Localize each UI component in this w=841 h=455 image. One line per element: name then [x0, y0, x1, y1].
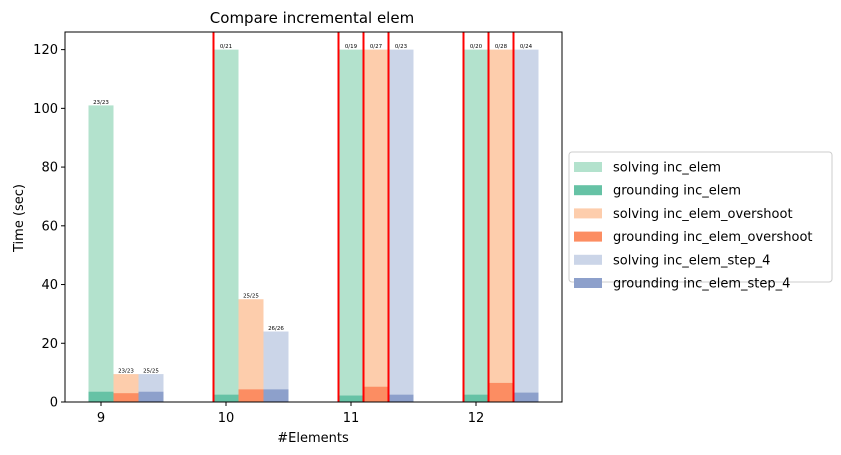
- y-tick-label: 40: [41, 278, 58, 293]
- bar-annotation: 0/21: [220, 44, 232, 50]
- bar-annotation: 23/23: [118, 369, 134, 375]
- bar-solving-inc_elem-11: [338, 49, 364, 402]
- x-axis-label: #Elements: [277, 431, 349, 446]
- y-axis-label: Time (sec): [12, 184, 27, 253]
- plot-area: 23/23 0/21 0/19 0/20 23/23 25/25 0/27 0/28 25/25…: [88, 32, 539, 403]
- bar-annotation: 0/28: [495, 44, 508, 50]
- x-tick-label: 9: [97, 411, 105, 426]
- axes: 0 20 40 60 80 100 120 9 10 11 12: [33, 31, 563, 426]
- bar-annotation: 0/20: [470, 44, 483, 50]
- y-tick-label: 120: [33, 43, 58, 58]
- legend-swatch-grounding-inc_elem: [574, 185, 602, 196]
- bar-annotation: 23/23: [93, 100, 109, 106]
- legend: solving inc_elem grounding inc_elemsolvin…: [568, 151, 833, 292]
- legend-swatch-solving-inc_elem: [574, 162, 602, 172]
- chart-title: Compare incremental elem: [210, 9, 414, 27]
- axes-frame: [64, 31, 563, 403]
- legend-label-grounding-inc_elem_overshoot: grounding inc_elem_overshoot: [613, 230, 813, 245]
- legend-swatch-grounding-inc_elem_step_4: [574, 278, 602, 288]
- legend-label-solving-inc_elem_overshoot: solving inc_elem_overshoot: [613, 207, 793, 222]
- bar-annotation: 0/23: [395, 44, 408, 50]
- bar-solving-inc_elem-12: [463, 49, 489, 402]
- bar-solving-inc_elem_step_4-12: [513, 49, 539, 402]
- y-tick-label: 80: [41, 161, 58, 176]
- x-tick-label: 10: [218, 411, 235, 426]
- bar-solving-inc_elem-10: [213, 49, 239, 402]
- bar-grounding-inc_elem-11: [338, 395, 364, 402]
- bar-solving-inc_elem_overshoot-10: [238, 299, 264, 402]
- bar-grounding-inc_elem_overshoot-12: [488, 382, 514, 402]
- bar-solving-inc_elem-9: [88, 105, 114, 403]
- x-tick-label: 11: [343, 411, 360, 426]
- bar-grounding-inc_elem_step_4-10: [263, 389, 289, 402]
- bar-grounding-inc_elem_step_4-9: [138, 391, 164, 402]
- bar-solving-inc_elem_overshoot-12: [488, 49, 514, 402]
- bar-grounding-inc_elem_overshoot-9: [113, 393, 139, 402]
- legend-swatch-solving-inc_elem_overshoot: [574, 208, 602, 219]
- bar-solving-inc_elem_overshoot-11: [363, 49, 389, 402]
- bar-grounding-inc_elem-12: [463, 394, 489, 402]
- y-tick-label: 100: [33, 102, 58, 117]
- legend-label-solving-inc_elem: solving inc_elem: [613, 161, 721, 176]
- bar-grounding-inc_elem_step_4-11: [388, 394, 414, 402]
- y-tick-label: 20: [41, 337, 58, 352]
- legend-box: [568, 151, 833, 283]
- bar-annotation: 25/25: [143, 369, 159, 375]
- legend-swatch-grounding-inc_elem_overshoot: [574, 231, 602, 242]
- y-tick-label: 60: [41, 219, 58, 234]
- x-tick-label: 12: [468, 411, 485, 426]
- bar-annotation: 0/19: [345, 44, 358, 50]
- legend-label-grounding-inc_elem_step_4: grounding inc_elem_step_4: [613, 277, 790, 292]
- bar-grounding-inc_elem-9: [88, 391, 114, 402]
- bar-annotation: 26/26: [268, 326, 284, 332]
- bar-annotation: 0/27: [370, 44, 383, 50]
- bar-grounding-inc_elem-10: [213, 394, 239, 402]
- legend-label-solving-inc_elem_step_4: solving inc_elem_step_4: [613, 253, 770, 268]
- bar-grounding-inc_elem_step_4-12: [513, 392, 539, 402]
- bar-grounding-inc_elem_overshoot-11: [363, 386, 389, 402]
- legend-swatch-solving-inc_elem_step_4: [574, 254, 602, 265]
- legend-label-grounding-inc_elem: grounding inc_elem: [613, 184, 741, 199]
- bar-annotation: 0/24: [520, 44, 533, 50]
- bar-solving-inc_elem_step_4-11: [388, 49, 414, 402]
- y-tick-label: 0: [50, 396, 58, 411]
- bar-annotation: 25/25: [243, 294, 259, 300]
- bar-grounding-inc_elem_overshoot-10: [238, 389, 264, 402]
